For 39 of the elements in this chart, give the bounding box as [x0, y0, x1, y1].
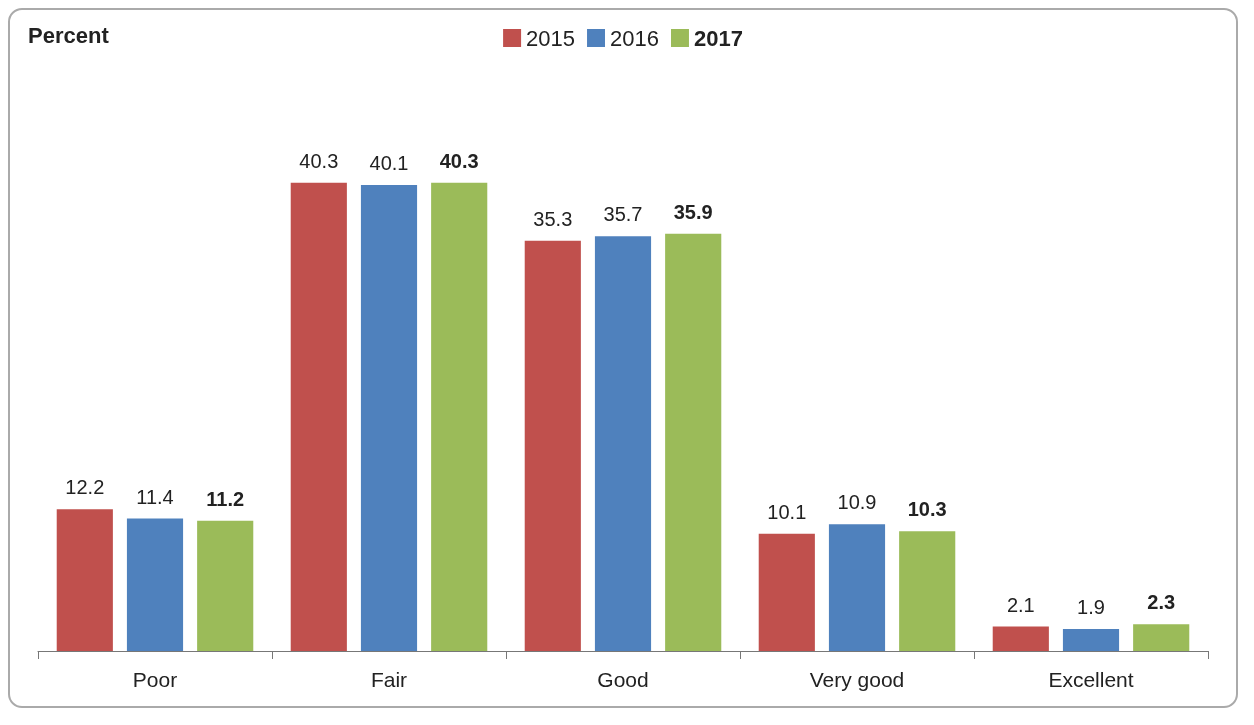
legend-label: 2015 [526, 25, 576, 51]
bar [290, 182, 347, 651]
bar [899, 531, 956, 651]
data-label: 40.1 [369, 152, 409, 175]
data-label: 11.4 [136, 485, 174, 508]
bar [431, 182, 488, 651]
bar [126, 518, 184, 651]
data-label: 10.9 [837, 491, 877, 514]
legend-label: 2016 [610, 25, 659, 51]
data-label: 12.2 [65, 476, 105, 499]
bar [524, 240, 581, 651]
data-label: 40.3 [299, 149, 339, 172]
x-tick-label: Fair [370, 668, 408, 691]
bar [594, 236, 652, 651]
data-label: 11.2 [206, 487, 245, 510]
bar [992, 626, 1049, 651]
data-label: 1.9 [1077, 595, 1105, 618]
data-label: 10.3 [907, 498, 947, 521]
bar [828, 524, 886, 651]
bar [665, 233, 722, 651]
bar [56, 509, 113, 651]
data-label: 35.3 [533, 207, 573, 230]
x-tick-label: Very good [809, 668, 905, 691]
bar [360, 185, 418, 651]
x-tick-label: Excellent [1048, 668, 1134, 691]
data-label: 10.1 [767, 500, 807, 523]
data-label: 2.1 [1006, 593, 1035, 616]
data-label: 35.7 [603, 203, 643, 226]
data-label: 35.9 [673, 200, 713, 223]
bar [1133, 624, 1190, 651]
x-tick-label: Poor [132, 668, 178, 691]
data-label: 2.3 [1147, 591, 1176, 614]
bar [1062, 628, 1120, 651]
text: Percent [28, 22, 110, 48]
x-tick-label: Good [597, 668, 649, 691]
data-label: 40.3 [439, 149, 479, 172]
legend-label: 2017 [693, 25, 743, 51]
bar [758, 533, 815, 651]
bar [197, 520, 254, 651]
